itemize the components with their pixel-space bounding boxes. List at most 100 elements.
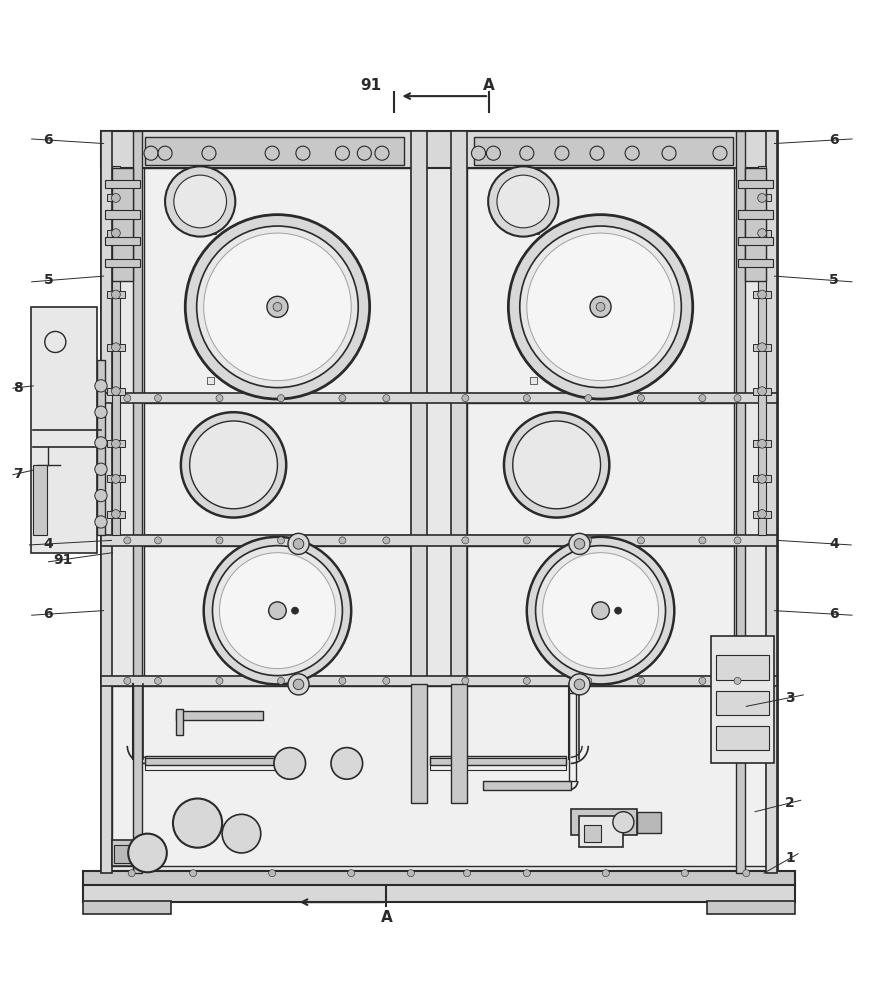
Circle shape [574,679,584,690]
Circle shape [273,302,282,311]
Bar [716,691,768,715]
Bar [752,291,770,298]
Circle shape [274,748,305,779]
Bar [752,388,770,395]
Circle shape [757,387,766,396]
Circle shape [212,546,342,676]
Text: 91: 91 [360,78,381,93]
Circle shape [202,146,216,160]
Circle shape [526,537,674,684]
Circle shape [612,812,633,833]
Circle shape [637,677,644,684]
Bar [107,440,125,447]
Bar [636,812,660,833]
Text: 6: 6 [829,133,838,147]
Bar [752,230,770,237]
Circle shape [111,387,120,396]
Bar [467,546,733,676]
Circle shape [111,475,120,483]
Circle shape [203,537,351,684]
Bar [107,344,125,351]
Circle shape [357,146,371,160]
Circle shape [216,677,223,684]
Bar [570,809,636,835]
Bar [430,756,566,765]
Circle shape [523,677,530,684]
Bar [145,756,298,765]
Circle shape [339,537,346,544]
Bar [716,726,768,750]
Circle shape [216,395,223,402]
Bar [101,393,776,403]
Circle shape [757,290,766,299]
Circle shape [95,463,107,475]
Circle shape [757,229,766,237]
Text: 8: 8 [12,381,23,395]
Circle shape [288,533,309,554]
Circle shape [757,439,766,448]
Circle shape [568,533,589,554]
Circle shape [637,395,644,402]
Bar [107,291,125,298]
Circle shape [512,421,600,509]
Circle shape [733,537,740,544]
Bar [101,131,111,873]
Circle shape [124,677,131,684]
Bar [430,758,566,770]
Circle shape [614,607,621,614]
Bar [451,684,467,803]
Bar [737,210,772,219]
Text: 4: 4 [828,537,838,551]
Circle shape [185,215,369,399]
Text: 7: 7 [13,467,22,481]
Bar [752,475,770,482]
Bar [568,693,575,781]
Circle shape [128,870,135,877]
Circle shape [535,546,665,676]
Circle shape [624,146,638,160]
Bar [114,845,139,863]
Circle shape [661,146,675,160]
Circle shape [219,553,335,669]
Bar [31,307,96,553]
Circle shape [111,439,120,448]
Bar [583,825,601,842]
Circle shape [293,679,303,690]
Text: 2: 2 [784,796,795,810]
Circle shape [488,166,558,237]
Bar [101,131,776,168]
Bar [579,816,623,847]
Circle shape [698,395,705,402]
Bar [111,840,162,866]
Circle shape [486,146,500,160]
Text: A: A [380,910,392,925]
Bar [101,676,776,686]
Circle shape [216,537,223,544]
Bar [133,131,142,873]
Bar [111,166,120,535]
Circle shape [154,537,161,544]
Bar [744,168,766,280]
Circle shape [111,290,120,299]
Circle shape [463,870,470,877]
Bar [107,194,125,201]
Circle shape [128,834,167,872]
Bar [83,871,794,886]
Circle shape [158,146,172,160]
Circle shape [503,412,609,518]
Bar [482,781,570,790]
Text: 6: 6 [829,607,838,621]
Circle shape [519,146,533,160]
Bar [530,225,538,234]
Circle shape [222,814,260,853]
Circle shape [296,146,310,160]
Bar [105,237,140,245]
Circle shape [95,489,107,502]
Circle shape [584,395,591,402]
Bar [467,168,733,395]
Circle shape [698,537,705,544]
Circle shape [574,539,584,549]
Circle shape [124,537,131,544]
Circle shape [111,229,120,237]
Circle shape [382,395,389,402]
